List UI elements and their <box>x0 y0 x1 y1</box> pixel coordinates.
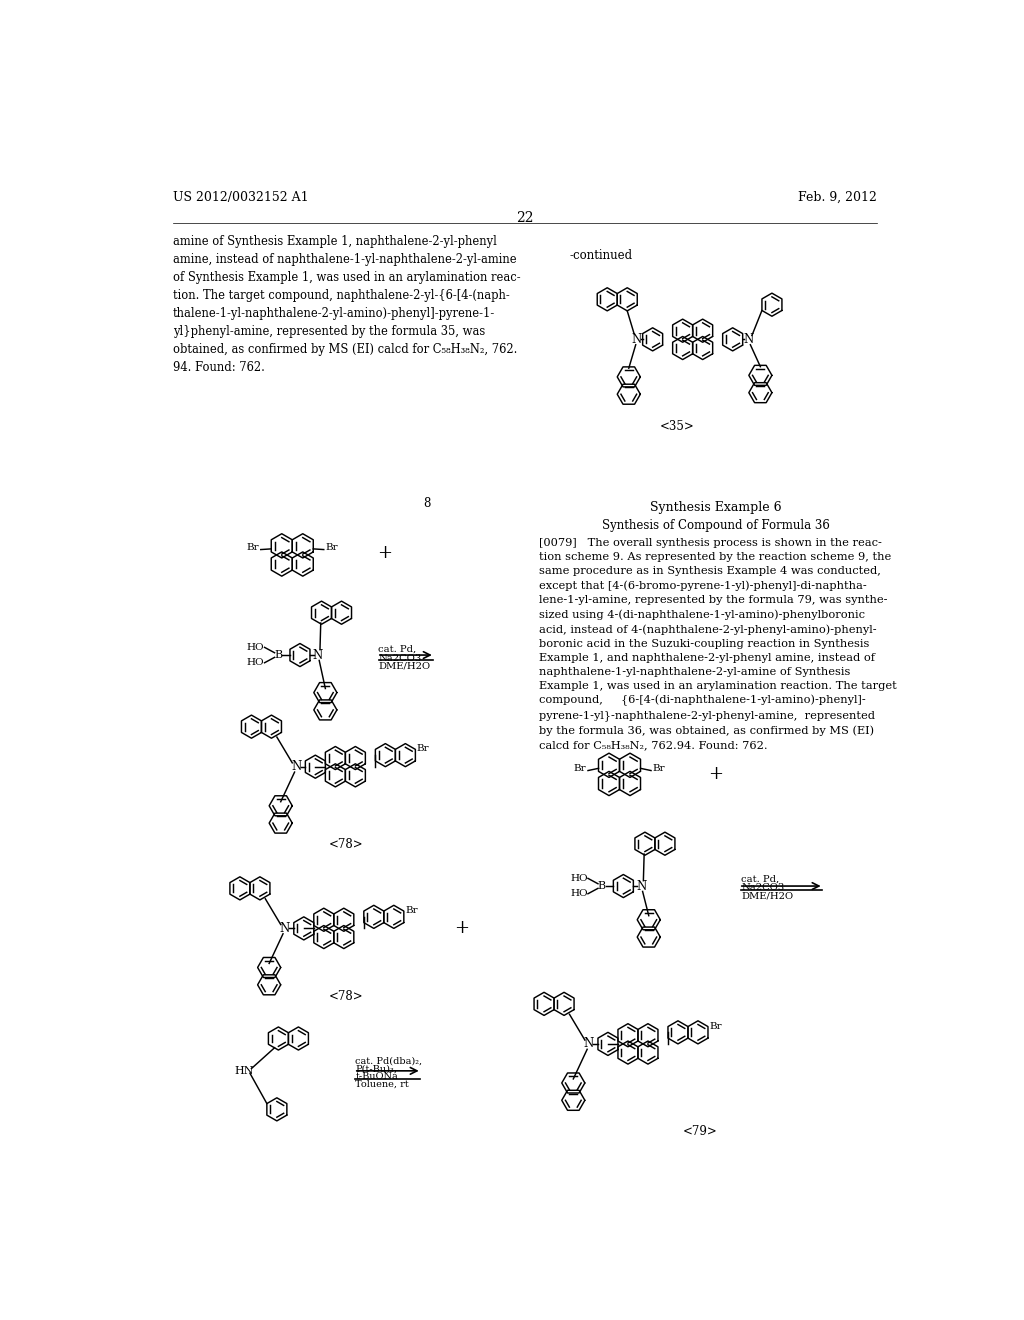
Text: Br: Br <box>652 764 666 772</box>
Text: HO: HO <box>247 643 264 652</box>
Text: cat. Pd(dba)₂,: cat. Pd(dba)₂, <box>355 1057 423 1067</box>
Text: [0079]   The overall synthesis process is shown in the reac-
tion scheme 9. As r: [0079] The overall synthesis process is … <box>539 539 896 750</box>
Text: <78>: <78> <box>329 990 364 1003</box>
Text: Br: Br <box>247 543 259 552</box>
Text: +: + <box>709 766 723 783</box>
Text: Br: Br <box>326 543 338 552</box>
Text: HN: HN <box>234 1065 254 1076</box>
Text: cat. Pd,: cat. Pd, <box>379 645 417 653</box>
Text: Synthesis Example 6: Synthesis Example 6 <box>650 502 781 513</box>
Text: <79>: <79> <box>683 1125 718 1138</box>
Text: <78>: <78> <box>329 837 364 850</box>
Text: Na2CO3: Na2CO3 <box>741 883 784 892</box>
Text: P(t-Bu)₃,: P(t-Bu)₃, <box>355 1065 397 1073</box>
Text: DME/H2O: DME/H2O <box>379 663 431 671</box>
Text: B: B <box>598 880 606 891</box>
Text: Synthesis of Compound of Formula 36: Synthesis of Compound of Formula 36 <box>602 519 829 532</box>
Text: B: B <box>274 649 283 660</box>
Text: +: + <box>455 920 469 937</box>
Text: N: N <box>743 333 754 346</box>
Text: cat. Pd,: cat. Pd, <box>741 874 779 883</box>
Text: N: N <box>636 879 646 892</box>
Text: HO: HO <box>247 659 264 667</box>
Text: 8: 8 <box>423 498 431 511</box>
Text: Feb. 9, 2012: Feb. 9, 2012 <box>798 190 877 203</box>
Text: 22: 22 <box>516 211 534 224</box>
Text: HO: HO <box>570 890 588 898</box>
Text: +: + <box>377 544 392 561</box>
Text: <35>: <35> <box>659 420 694 433</box>
Text: N: N <box>584 1038 594 1051</box>
Text: Na2CO3: Na2CO3 <box>379 653 422 663</box>
Text: HO: HO <box>570 874 588 883</box>
Text: amine of Synthesis Example 1, naphthalene-2-yl-phenyl
amine, instead of naphthal: amine of Synthesis Example 1, naphthalen… <box>173 235 520 375</box>
Text: Br: Br <box>406 907 418 915</box>
Text: -continued: -continued <box>569 249 633 263</box>
Text: US 2012/0032152 A1: US 2012/0032152 A1 <box>173 190 308 203</box>
Text: N: N <box>280 921 290 935</box>
Text: DME/H2O: DME/H2O <box>741 891 794 900</box>
Text: Br: Br <box>417 744 429 754</box>
Text: t-BuONa: t-BuONa <box>355 1072 398 1081</box>
Text: Br: Br <box>710 1022 722 1031</box>
Text: N: N <box>291 760 301 774</box>
Text: N: N <box>312 648 323 661</box>
Text: Toluene, rt: Toluene, rt <box>355 1080 410 1089</box>
Text: Br: Br <box>573 764 587 772</box>
Text: N: N <box>632 333 642 346</box>
